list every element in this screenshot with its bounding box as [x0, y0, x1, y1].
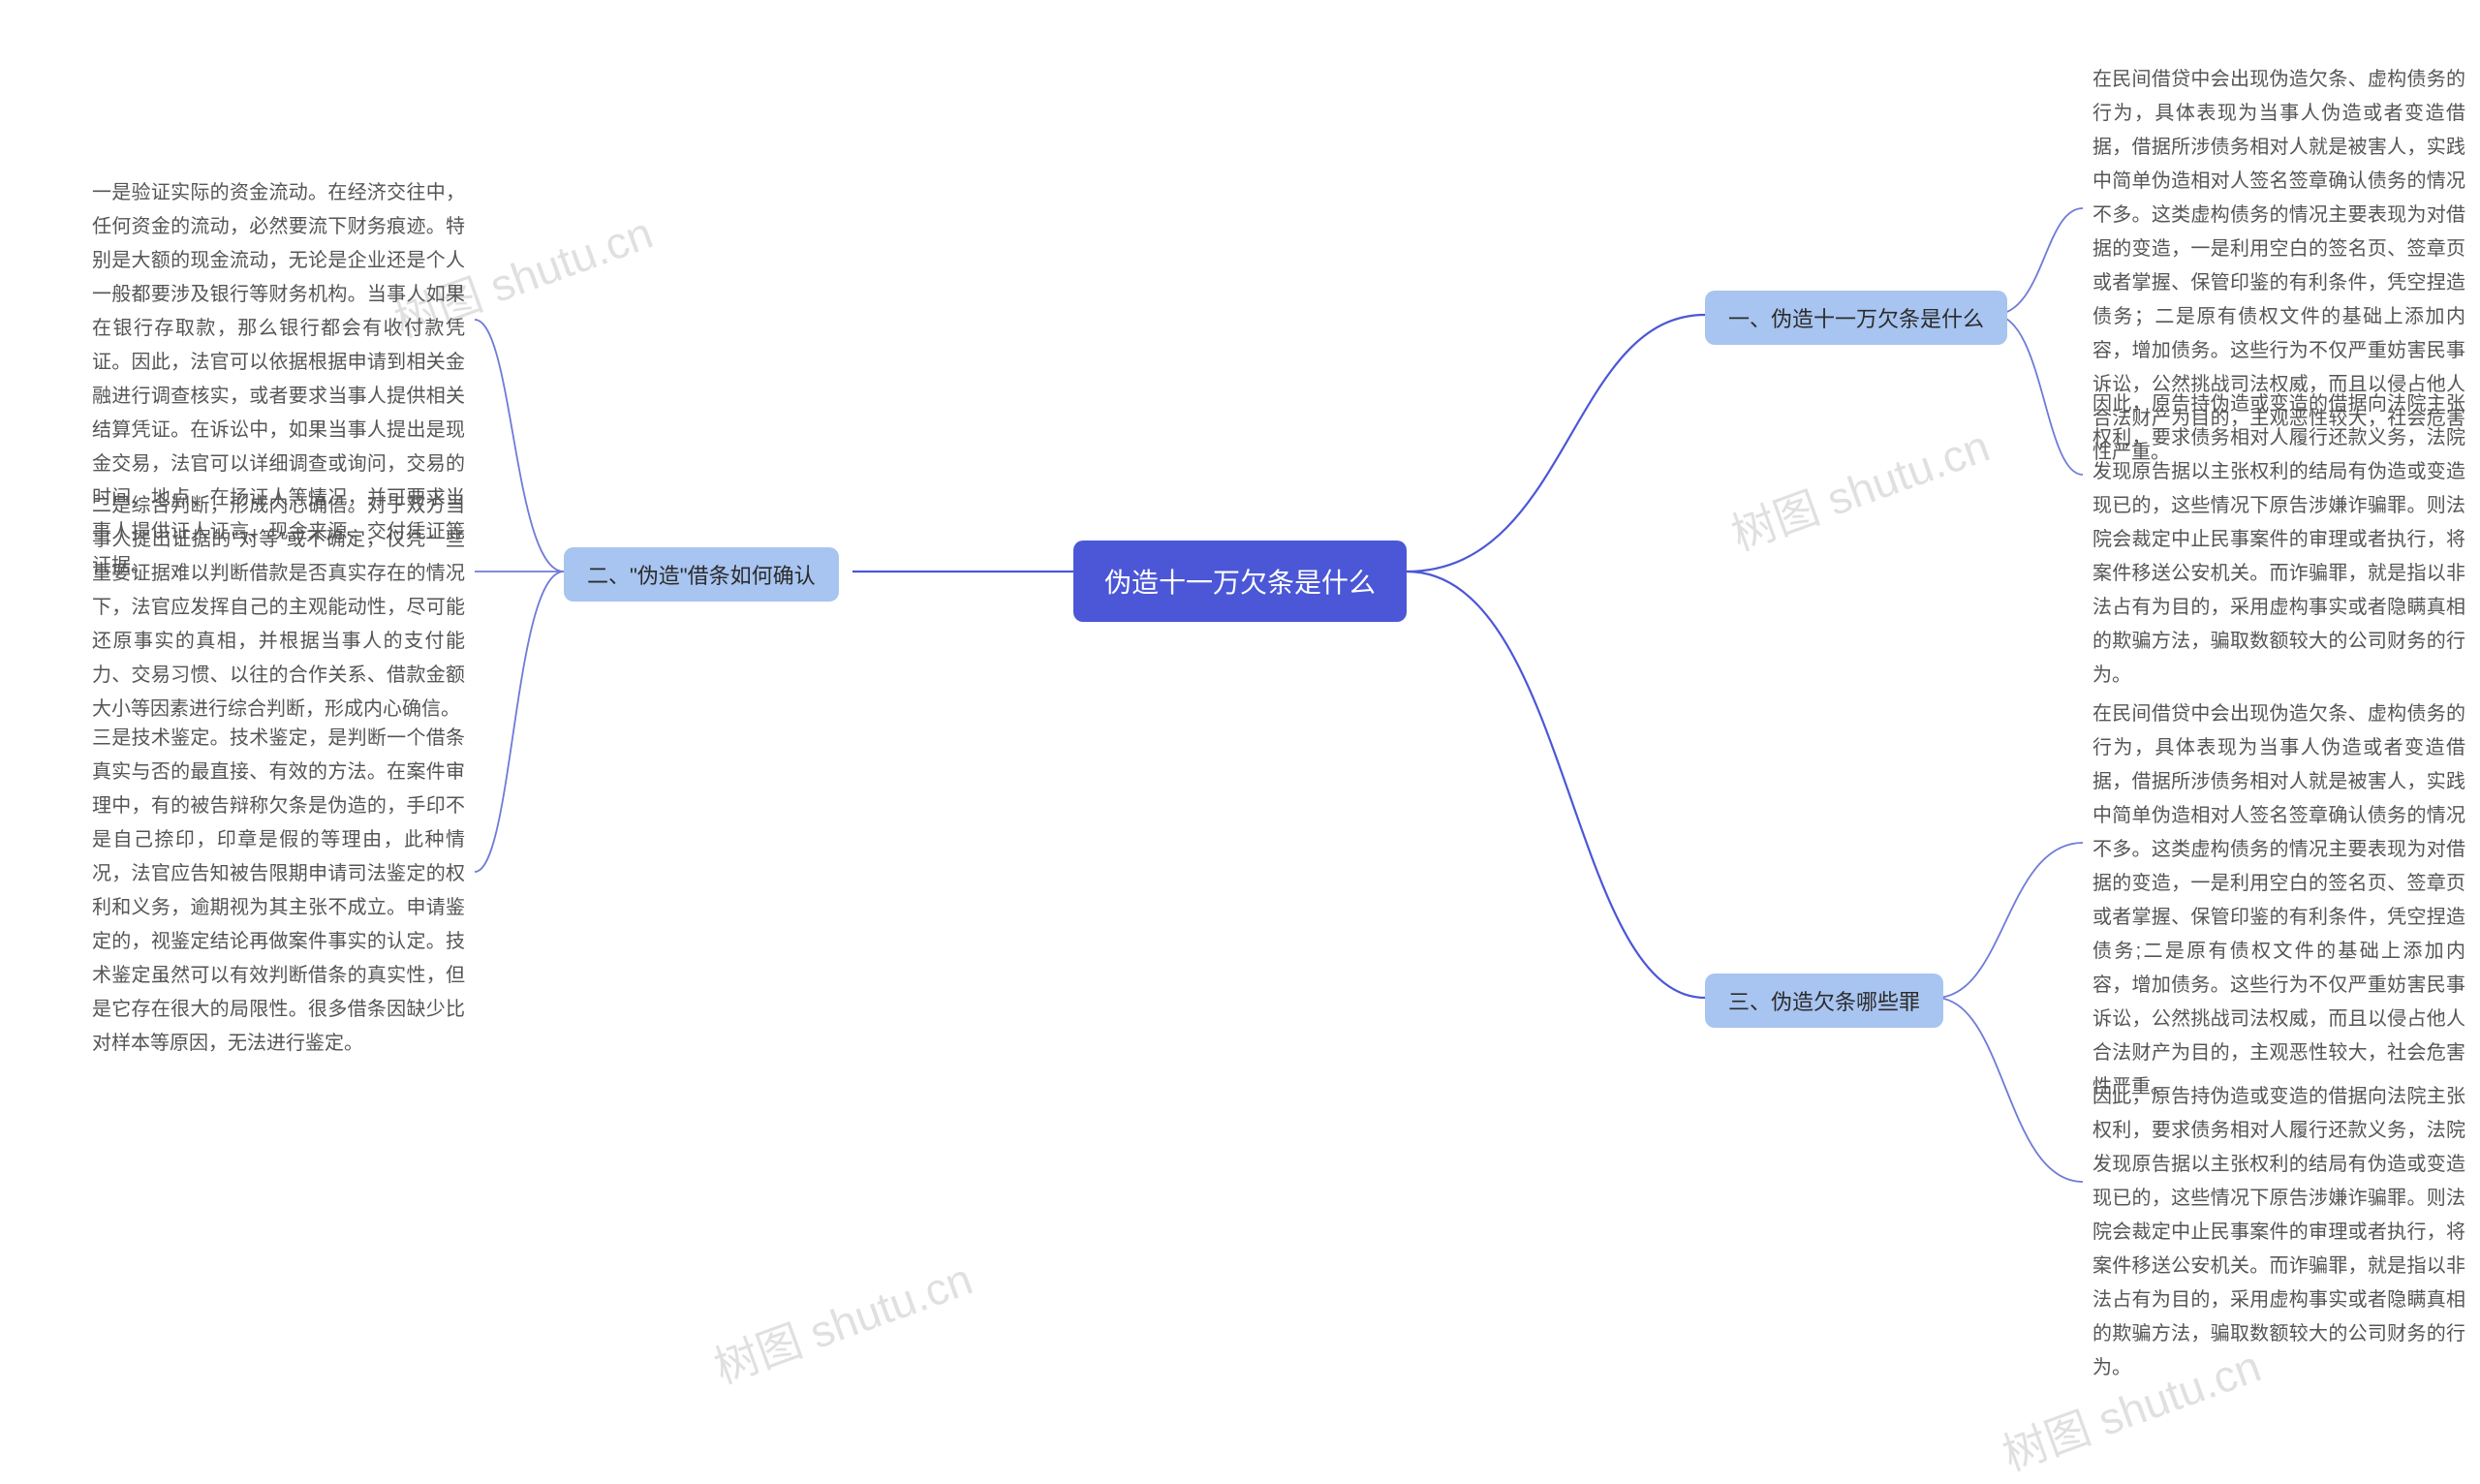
branch-node-1: 一、伪造十一万欠条是什么 — [1705, 291, 2007, 345]
leaf-b1-1: 因此，原告持伪造或变造的借据向法院主张权利，要求债务相对人履行还款义务，法院发现… — [2092, 387, 2465, 693]
leaf-b3-0: 在民间借贷中会出现伪造欠条、虚构债务的行为，具体表现为当事人伪造或者变造借据，借… — [2092, 697, 2465, 1104]
center-node: 伪造十一万欠条是什么 — [1073, 541, 1407, 622]
leaf-b2-2: 三是技术鉴定。技术鉴定，是判断一个借条真实与否的最直接、有效的方法。在案件审理中… — [92, 722, 465, 1061]
leaf-b2-1: 二是综合判断，形成内心确信。对于双方当事人提出证据的"对等"或不确定，仅凭一些重… — [92, 489, 465, 727]
branch-2-label: 二、"伪造"借条如何确认 — [587, 559, 816, 590]
watermark: 树图 shutu.cn — [1721, 411, 1997, 563]
branch-node-3: 三、伪造欠条哪些罪 — [1705, 974, 1943, 1028]
center-label: 伪造十一万欠条是什么 — [1104, 562, 1376, 601]
watermark: 树图 shutu.cn — [704, 1244, 979, 1396]
branch-3-label: 三、伪造欠条哪些罪 — [1728, 985, 1920, 1016]
leaf-b3-1: 因此，原告持伪造或变造的借据向法院主张权利，要求债务相对人履行还款义务，法院发现… — [2092, 1080, 2465, 1385]
branch-1-label: 一、伪造十一万欠条是什么 — [1728, 302, 1984, 333]
branch-node-2: 二、"伪造"借条如何确认 — [564, 547, 839, 602]
mindmap-canvas: 树图 shutu.cn 树图 shutu.cn 树图 shutu.cn 树图 s… — [0, 0, 2480, 1450]
